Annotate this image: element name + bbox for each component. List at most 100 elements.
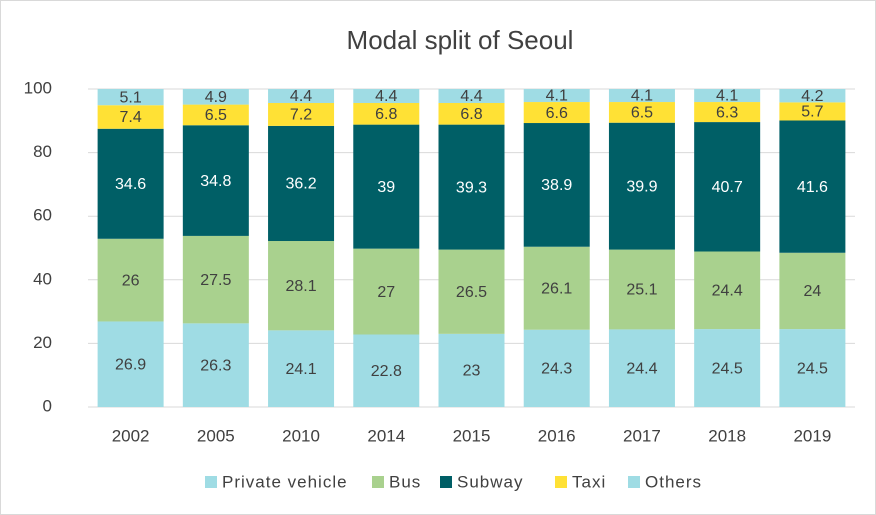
bar-segment <box>694 89 761 103</box>
x-tick-label: 2018 <box>708 426 746 445</box>
legend-swatch <box>372 476 384 488</box>
data-label: 26.1 <box>541 280 572 297</box>
bar-segment <box>779 102 846 121</box>
bar-segment <box>779 252 846 330</box>
bar-segment <box>438 89 505 103</box>
bar-segment <box>268 125 335 242</box>
data-label: 7.2 <box>290 107 312 124</box>
data-label: 4.1 <box>716 88 738 105</box>
bar-segment <box>523 246 590 330</box>
data-label: 39.9 <box>626 178 657 195</box>
data-label: 4.4 <box>375 88 397 105</box>
data-label: 41.6 <box>797 179 828 196</box>
data-label: 25.1 <box>626 282 657 299</box>
legend-swatch <box>205 476 217 488</box>
data-label: 6.5 <box>205 107 227 124</box>
bar-segment <box>97 321 164 407</box>
data-label: 4.2 <box>801 88 823 105</box>
bar-segment <box>353 102 420 125</box>
legend-label: Private vehicle <box>222 472 348 491</box>
data-label: 39 <box>377 179 395 196</box>
bar-segment <box>523 123 590 247</box>
bar-segment <box>182 125 249 236</box>
data-label: 4.4 <box>460 88 482 105</box>
data-label: 23 <box>463 363 481 380</box>
bar-segment <box>523 102 590 124</box>
legend-swatch <box>555 476 567 488</box>
bar-segment <box>97 238 164 322</box>
data-label: 26.9 <box>115 356 146 373</box>
bar-segment <box>438 124 505 250</box>
x-tick-label: 2015 <box>453 426 491 445</box>
bar-segment <box>97 128 164 239</box>
bar-segment <box>353 248 420 335</box>
legend-swatch <box>440 476 452 488</box>
legend-label: Subway <box>457 472 523 491</box>
x-tick-label: 2014 <box>367 426 405 445</box>
x-tick-label: 2010 <box>282 426 320 445</box>
bar-segment <box>353 124 420 249</box>
bar-segment <box>608 102 675 123</box>
bar-segment <box>97 89 164 106</box>
bar-segment <box>779 329 846 407</box>
bar-segment <box>353 334 420 407</box>
y-tick-label: 0 <box>43 396 52 415</box>
data-label: 24 <box>803 283 821 300</box>
data-label: 24.4 <box>626 360 657 377</box>
data-label: 6.5 <box>631 105 653 122</box>
data-label: 24.3 <box>541 361 572 378</box>
data-label: 5.7 <box>801 104 823 121</box>
bar-segment <box>608 249 675 330</box>
data-label: 26.5 <box>456 284 487 301</box>
data-label: 34.6 <box>115 176 146 193</box>
x-tick-label: 2019 <box>793 426 831 445</box>
data-label: 4.4 <box>290 88 312 105</box>
legend-swatch <box>628 476 640 488</box>
legend-label: Bus <box>389 472 421 491</box>
data-label: 27.5 <box>200 272 231 289</box>
y-tick-label: 60 <box>33 206 52 225</box>
bar-segment <box>182 235 249 324</box>
legend-label: Others <box>645 472 702 491</box>
bar-segment <box>694 122 761 252</box>
y-tick-label: 20 <box>33 333 52 352</box>
y-tick-label: 40 <box>33 269 52 288</box>
data-label: 6.8 <box>460 106 482 123</box>
bar-segment <box>268 89 335 103</box>
data-label: 36.2 <box>285 176 316 193</box>
bar-segment <box>694 102 761 123</box>
data-label: 40.7 <box>712 179 743 196</box>
data-label: 24.1 <box>285 361 316 378</box>
bar-segment <box>268 102 335 126</box>
data-label: 4.9 <box>205 89 227 106</box>
bar-segment <box>779 120 846 253</box>
bar-segment <box>608 122 675 250</box>
data-label: 24.5 <box>712 360 743 377</box>
data-label: 4.1 <box>546 88 568 105</box>
data-label: 26 <box>122 272 140 289</box>
x-tick-label: 2016 <box>538 426 576 445</box>
bar-segment <box>523 329 590 407</box>
data-label: 24.4 <box>712 283 743 300</box>
bar-segment <box>694 329 761 407</box>
data-label: 39.3 <box>456 179 487 196</box>
x-tick-label: 2002 <box>112 426 150 445</box>
bar-segment <box>268 241 335 331</box>
data-label: 6.6 <box>546 105 568 122</box>
x-tick-label: 2005 <box>197 426 235 445</box>
data-label: 6.8 <box>375 106 397 123</box>
legend-label: Taxi <box>572 472 606 491</box>
bar-segment <box>694 251 761 330</box>
chart-title: Modal split of Seoul <box>347 25 574 55</box>
bar-segment <box>268 330 335 407</box>
bar-segment <box>182 104 249 126</box>
bar-segment <box>438 333 505 407</box>
data-label: 5.1 <box>119 89 141 106</box>
data-label: 6.3 <box>716 104 738 121</box>
data-label: 34.8 <box>200 173 231 190</box>
data-label: 28.1 <box>285 278 316 295</box>
data-label: 26.3 <box>200 357 231 374</box>
bar-segment <box>779 89 846 103</box>
data-label: 4.1 <box>631 88 653 105</box>
